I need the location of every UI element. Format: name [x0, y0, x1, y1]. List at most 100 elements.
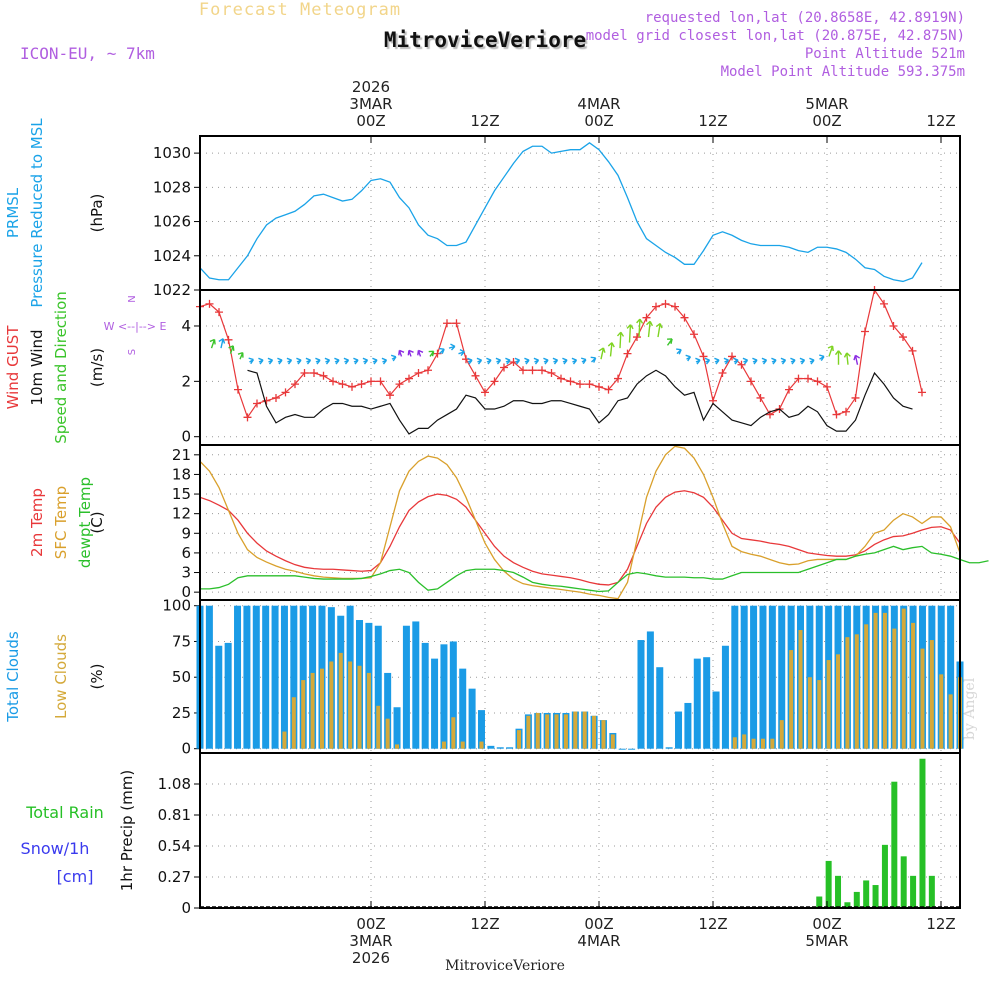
low-cloud-bar: [610, 734, 615, 749]
gust-marker: [813, 377, 822, 386]
side-label: Snow/1h: [21, 839, 90, 858]
wind-direction-arrow: [286, 357, 293, 365]
low-cloud-bar: [479, 741, 484, 749]
y-tick-label: 1.08: [158, 775, 191, 793]
total-cloud-bar: [224, 642, 232, 749]
y-tick-label: 25: [172, 704, 191, 722]
wind-direction-arrow: [752, 357, 758, 365]
time-label-bottom: 12Z: [470, 915, 499, 933]
gust-marker: [728, 352, 736, 361]
wind-direction-arrow: [562, 357, 568, 365]
y-tick-label: 0.54: [158, 837, 191, 855]
y-tick-label: 21: [172, 446, 191, 464]
gust-marker: [908, 346, 917, 355]
wind-direction-arrow: [819, 354, 825, 362]
y-tick-label: 100: [162, 597, 191, 615]
low-cloud-bar: [573, 711, 578, 749]
y-tick-label: 1024: [153, 247, 191, 265]
precip-bar: [919, 758, 926, 908]
gust-marker: [699, 352, 708, 361]
time-label-top: 12Z: [698, 112, 727, 130]
gust-marker: [576, 380, 584, 389]
compass-n: N: [127, 295, 138, 302]
y-tick-label: 15: [172, 485, 191, 503]
side-label: 2m Temp: [28, 488, 46, 557]
total-cloud-bar: [271, 605, 279, 749]
side-label: dewpt Temp: [76, 477, 94, 568]
wind-direction-arrow: [646, 320, 654, 338]
total-cloud-bar: [646, 631, 654, 749]
side-label: Pressure Reduced to MSL: [28, 118, 46, 308]
gust-marker: [319, 371, 328, 380]
closest-coords: model grid closest lon,lat (20.875E, 42.…: [585, 28, 965, 44]
total-cloud-bar: [759, 605, 767, 749]
time-label-top: 2026: [352, 78, 390, 96]
low-cloud-bar: [807, 677, 812, 749]
temp-sfc-line: [199, 445, 961, 600]
total-cloud-bar: [234, 605, 242, 749]
low-cloud-bar: [882, 612, 887, 749]
gust-marker: [205, 299, 214, 308]
time-label-bottom: 4MAR: [577, 932, 620, 950]
total-cloud-bar: [468, 688, 476, 749]
wind-direction-arrow: [209, 338, 216, 349]
y-tick-label: 0: [181, 583, 191, 601]
total-cloud-bar: [290, 605, 298, 749]
total-cloud-bar: [487, 745, 495, 749]
wind-direction-arrow: [626, 324, 634, 343]
side-label: Total Clouds: [4, 631, 22, 723]
precip-bar: [881, 844, 888, 908]
wind-direction-arrow: [218, 338, 226, 349]
side-label: Wind GUST: [4, 325, 22, 410]
time-label-bottom: 00Z: [356, 915, 385, 933]
wind-direction-arrow: [439, 347, 445, 355]
wind-direction-arrow: [372, 357, 378, 365]
total-cloud-bar: [637, 640, 645, 749]
low-cloud-bar: [789, 650, 794, 749]
time-label-bottom: 12Z: [926, 915, 955, 933]
gust-marker: [804, 374, 812, 383]
gust-marker: [281, 388, 290, 397]
side-label: Total Rain: [25, 803, 104, 822]
wind-direction-arrow: [228, 345, 235, 354]
total-cloud-bar: [721, 645, 729, 749]
total-cloud-bar: [768, 605, 776, 749]
total-cloud-bar: [215, 645, 223, 749]
wind-direction-arrow: [827, 345, 834, 357]
wind-direction-arrow: [790, 357, 796, 365]
gust-marker: [338, 380, 347, 389]
gust-marker: [861, 327, 869, 336]
panel-frame: [199, 752, 961, 909]
gust-marker: [889, 321, 898, 330]
precip-bar: [835, 875, 842, 908]
low-cloud-bar: [366, 672, 371, 749]
gust-marker: [414, 369, 423, 378]
time-label-bottom: 5MAR: [805, 932, 848, 950]
low-cloud-bar: [901, 608, 906, 749]
gust-marker: [623, 349, 632, 358]
gust-marker: [329, 377, 337, 386]
gust-marker: [851, 393, 860, 402]
precip-bar: [844, 902, 851, 908]
side-label: 10m Wind: [28, 329, 46, 405]
time-label-top: 00Z: [356, 112, 385, 130]
y-tick-label: 4: [181, 317, 191, 335]
wind-direction-arrow: [467, 357, 473, 365]
low-cloud-bar: [338, 652, 343, 749]
low-cloud-bar: [441, 741, 446, 749]
time-label-top: 12Z: [926, 112, 955, 130]
gust-marker: [832, 410, 841, 419]
dewpt-line: [200, 545, 989, 593]
y-tick-label: 18: [172, 465, 191, 483]
y-tick-label: 50: [172, 668, 191, 686]
wind-direction-arrow: [780, 357, 787, 365]
wind-direction-arrow: [448, 343, 456, 351]
wind-direction-arrow: [843, 352, 851, 365]
unit-label: (C): [88, 511, 106, 533]
gust-marker: [747, 377, 755, 386]
wind-direction-arrow: [381, 357, 388, 365]
low-cloud-bar: [873, 612, 878, 749]
low-cloud-bar: [460, 741, 465, 749]
gust-marker: [471, 371, 480, 380]
low-cloud-bar: [770, 738, 775, 749]
